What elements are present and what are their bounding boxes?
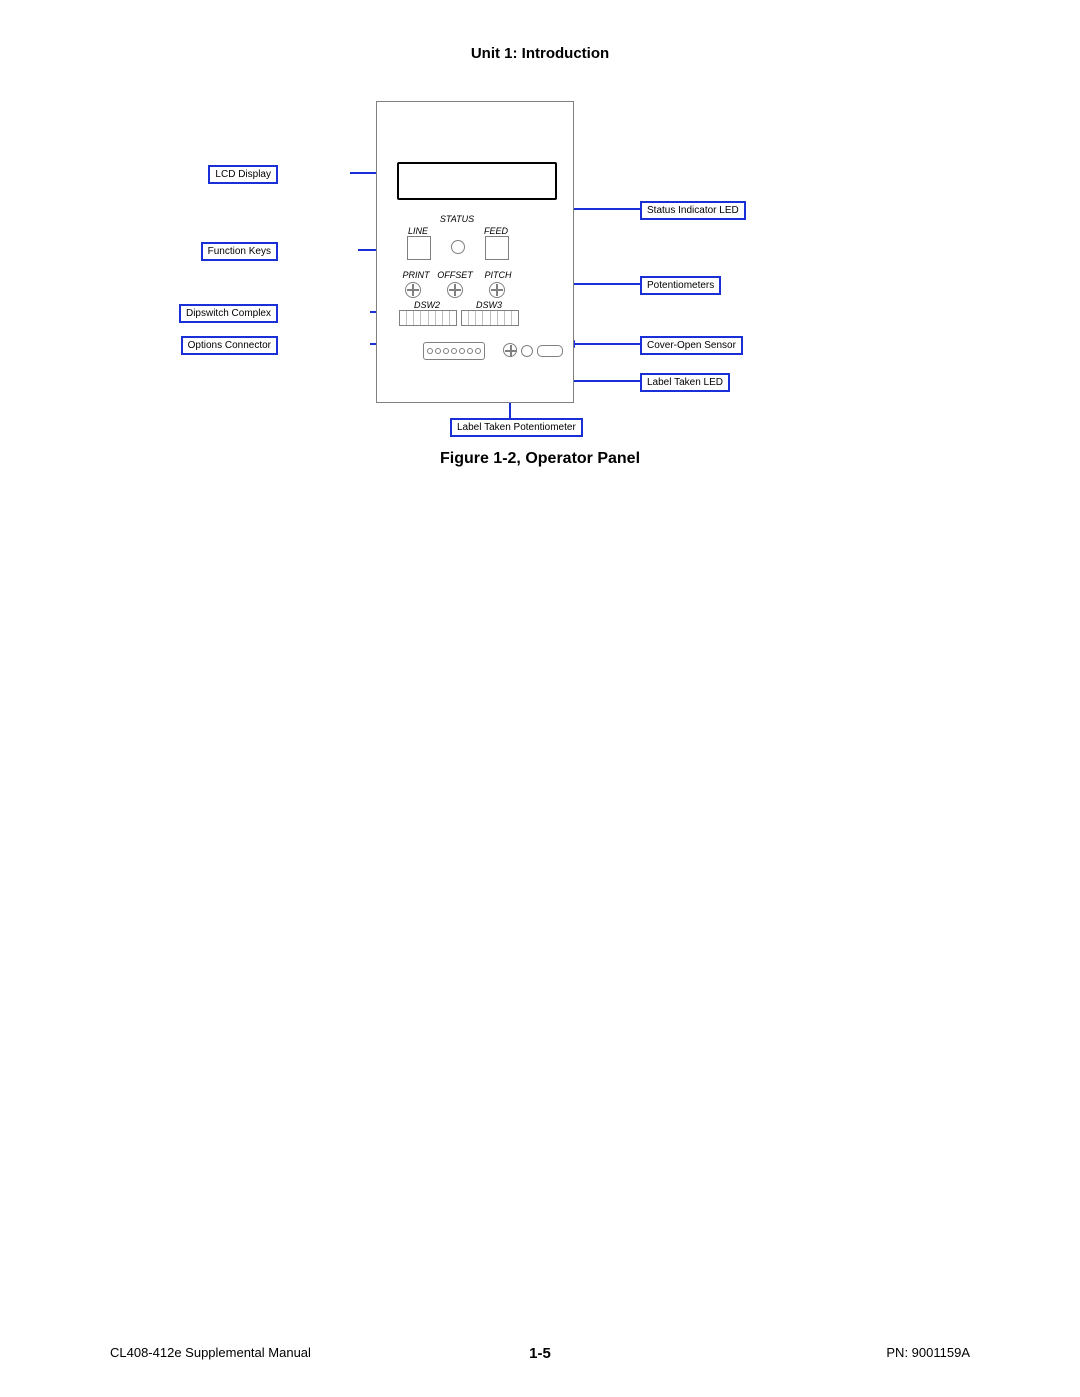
callout-ltled: Label Taken LED [640,373,730,392]
dsw2 [399,310,457,326]
callout-lcd: LCD Display [208,165,278,184]
lcd-display [397,162,557,200]
print-pot [405,282,421,298]
figure-area: STATUS LINE FEED PRINT OFFSET PITCH DSW2… [0,95,1080,465]
callout-pot: Potentiometers [640,276,721,295]
callout-dip: Dipswitch Complex [179,304,278,323]
footer-right: PN: 9001159A [886,1345,970,1360]
offset-label: OFFSET [435,270,475,280]
callout-fkeys: Function Keys [201,242,278,261]
label-taken-pot [503,343,517,357]
status-label: STATUS [437,214,477,224]
pitch-pot [489,282,505,298]
options-connector [423,342,485,360]
pitch-label: PITCH [481,270,515,280]
line-label: LINE [403,226,433,236]
line-button [407,236,431,260]
feed-button [485,236,509,260]
figure-caption: Figure 1-2, Operator Panel [0,450,1080,468]
callout-cover: Cover-Open Sensor [640,336,743,355]
feed-label: FEED [481,226,511,236]
page-header: Unit 1: Introduction [0,45,1080,62]
dsw3 [461,310,519,326]
dsw3-label: DSW3 [469,300,509,310]
label-taken-led [521,345,533,357]
dsw2-label: DSW2 [407,300,447,310]
offset-pot [447,282,463,298]
print-label: PRINT [399,270,433,280]
cover-open-sensor [537,345,563,357]
callout-status: Status Indicator LED [640,201,746,220]
page: Unit 1: Introduction STATUS LINE FEED PR… [0,0,1080,1397]
callout-ltpot: Label Taken Potentiometer [450,418,583,437]
operator-panel: STATUS LINE FEED PRINT OFFSET PITCH DSW2… [376,101,574,403]
callout-conn: Options Connector [181,336,278,355]
status-led [451,240,465,254]
